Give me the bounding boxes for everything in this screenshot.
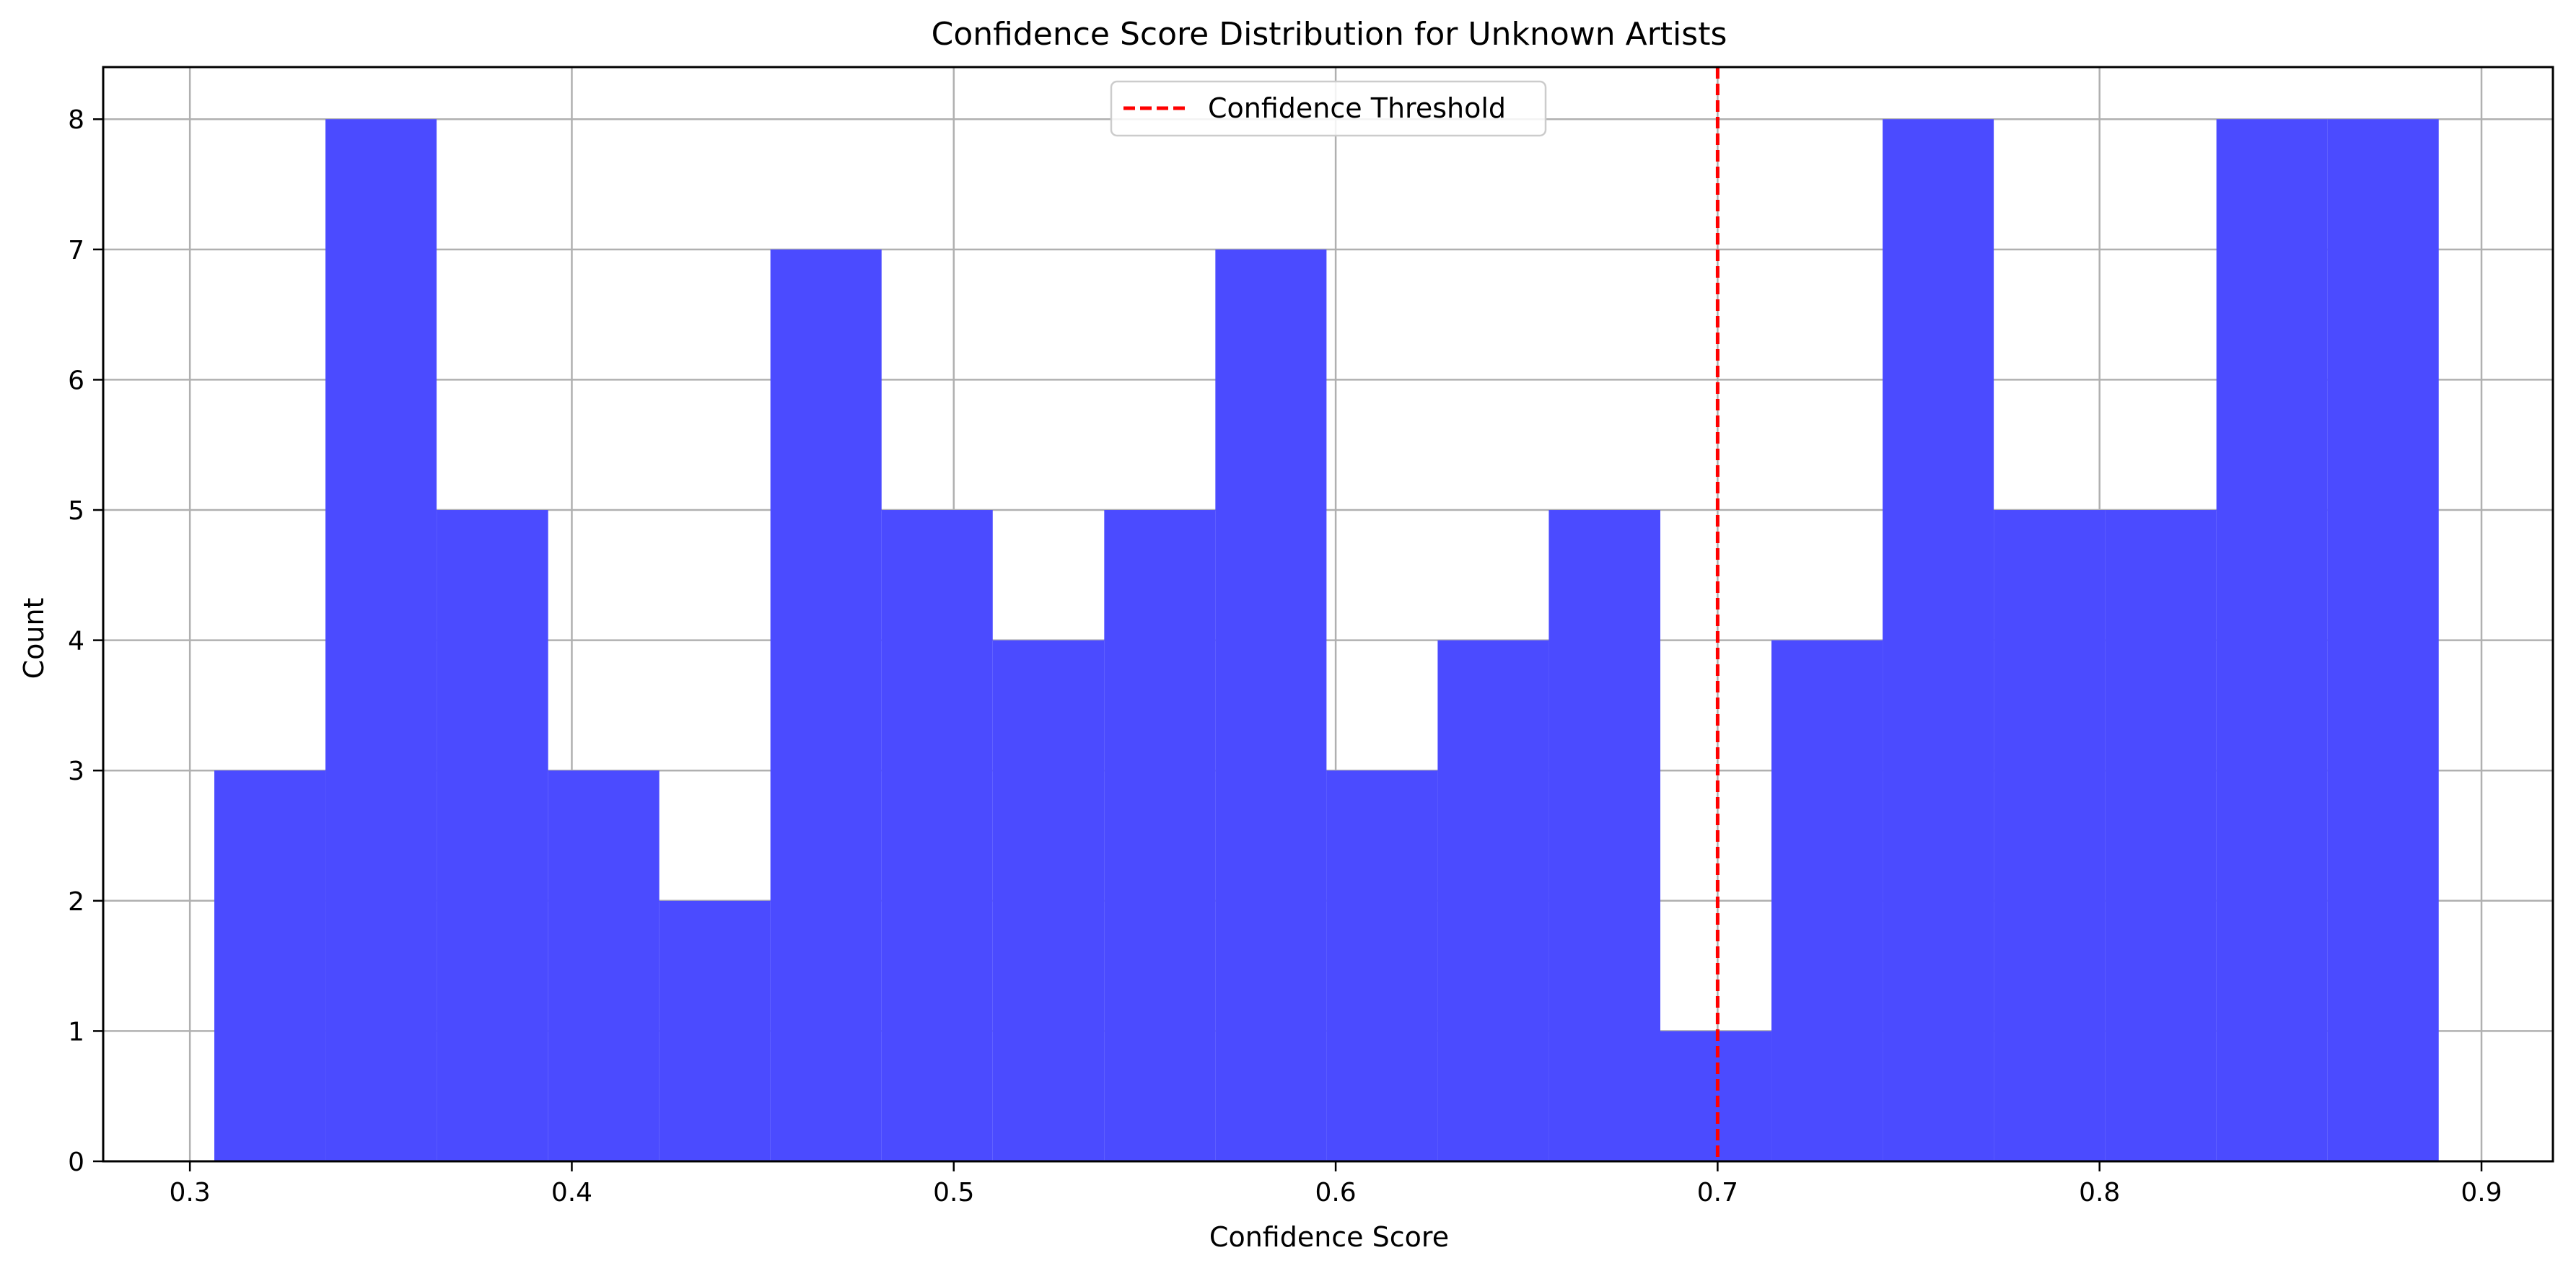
histogram-bar [1771,640,1883,1161]
y-tick-label: 6 [68,366,84,395]
plot-frame [102,66,2554,1163]
x-tick-label: 0.7 [1697,1178,1738,1207]
histogram-bar [325,119,437,1162]
histogram-bar [2216,119,2328,1162]
legend-box [1110,80,1547,137]
y-tick-label: 0 [68,1148,84,1177]
x-tick-label: 0.9 [2461,1178,2502,1207]
chart-title: Confidence Score Distribution for Unknow… [932,16,1727,53]
histogram-bars [214,119,2439,1162]
y-axis-label: Count [18,598,50,679]
y-tick-label: 7 [68,236,84,265]
histogram-bar [2327,119,2439,1162]
histogram-bar [548,770,660,1161]
histogram-bar [437,510,548,1161]
histogram-bar [214,770,326,1161]
y-tick-label: 3 [68,757,84,786]
y-tick-label: 1 [68,1017,84,1047]
x-tick-label: 0.5 [933,1178,974,1207]
histogram-bar [2105,510,2217,1161]
histogram-bar [1215,249,1327,1161]
histogram-bar [992,640,1105,1161]
y-tick-label: 2 [68,887,84,917]
y-tick-label: 4 [68,627,84,656]
histogram-bar [1548,510,1661,1161]
legend: Confidence Threshold [1110,80,1547,137]
histogram-bar [659,900,771,1161]
histogram-bar [1883,119,1994,1162]
histogram-bar [1326,770,1438,1161]
x-tick-label: 0.8 [2079,1178,2120,1207]
x-tick-label: 0.6 [1315,1178,1356,1207]
y-tick-label: 5 [68,496,84,526]
x-axis-label: Confidence Score [1209,1221,1449,1253]
y-axis-ticks: 0 1 2 3 4 5 6 7 8 [68,105,103,1177]
x-axis-ticks: 0.3 0.4 0.5 0.6 0.7 0.8 0.9 [170,1161,2502,1207]
x-tick-label: 0.3 [170,1178,211,1207]
histogram-bar [1437,640,1549,1161]
histogram-bar [1994,510,2106,1161]
y-tick-label: 8 [68,105,84,135]
histogram-bar [881,510,993,1161]
legend-threshold-label: Confidence Threshold [1208,92,1506,124]
histogram-bar [770,249,882,1161]
x-tick-label: 0.4 [551,1178,592,1207]
histogram-bar [1104,510,1216,1161]
